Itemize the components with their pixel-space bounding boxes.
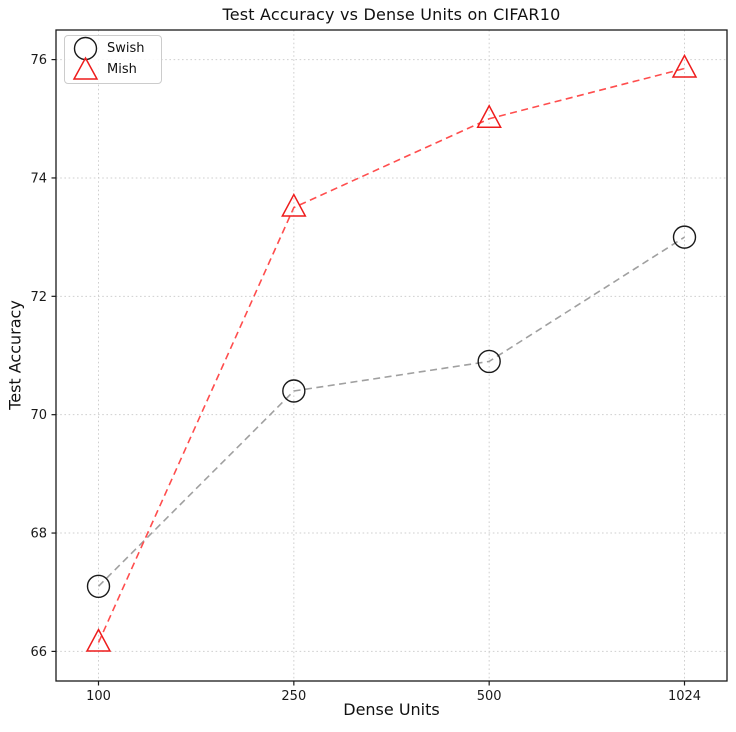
data-point-swish — [477, 349, 501, 374]
chart-title: Test Accuracy vs Dense Units on CIFAR10 — [222, 5, 561, 24]
series-line-swish — [97, 236, 685, 587]
y-tick-label: 66 — [30, 645, 47, 660]
plot-border — [55, 29, 728, 682]
y-tick-label: 74 — [30, 171, 47, 186]
y-tick-label: 72 — [30, 290, 47, 305]
y-tick-label: 76 — [30, 53, 47, 68]
data-point-mish — [281, 192, 307, 217]
x-tick-label: 500 — [477, 689, 502, 704]
x-tick-label: 100 — [86, 689, 111, 704]
circle-marker-icon — [73, 36, 98, 61]
legend-item-mish: Mish — [72, 56, 153, 80]
data-point-swish — [86, 574, 111, 599]
triangle-marker-icon — [72, 56, 99, 80]
legend-label-swish: Swish — [107, 41, 145, 56]
x-axis-label: Dense Units — [343, 700, 440, 719]
data-point-swish — [672, 225, 697, 249]
y-tick-label: 68 — [30, 527, 47, 542]
y-tick-label: 70 — [30, 408, 47, 423]
x-tick-label: 250 — [281, 689, 306, 704]
legend-label-mish: Mish — [107, 62, 137, 77]
series-line-mish — [97, 67, 685, 643]
x-tick-label: 1024 — [668, 689, 701, 704]
legend: Swish Mish — [64, 35, 162, 84]
data-point-swish — [282, 379, 306, 403]
legend-item-swish: Swish — [73, 36, 153, 61]
data-point-mish — [85, 627, 112, 652]
data-point-mish — [476, 104, 502, 129]
data-point-mish — [671, 53, 698, 78]
